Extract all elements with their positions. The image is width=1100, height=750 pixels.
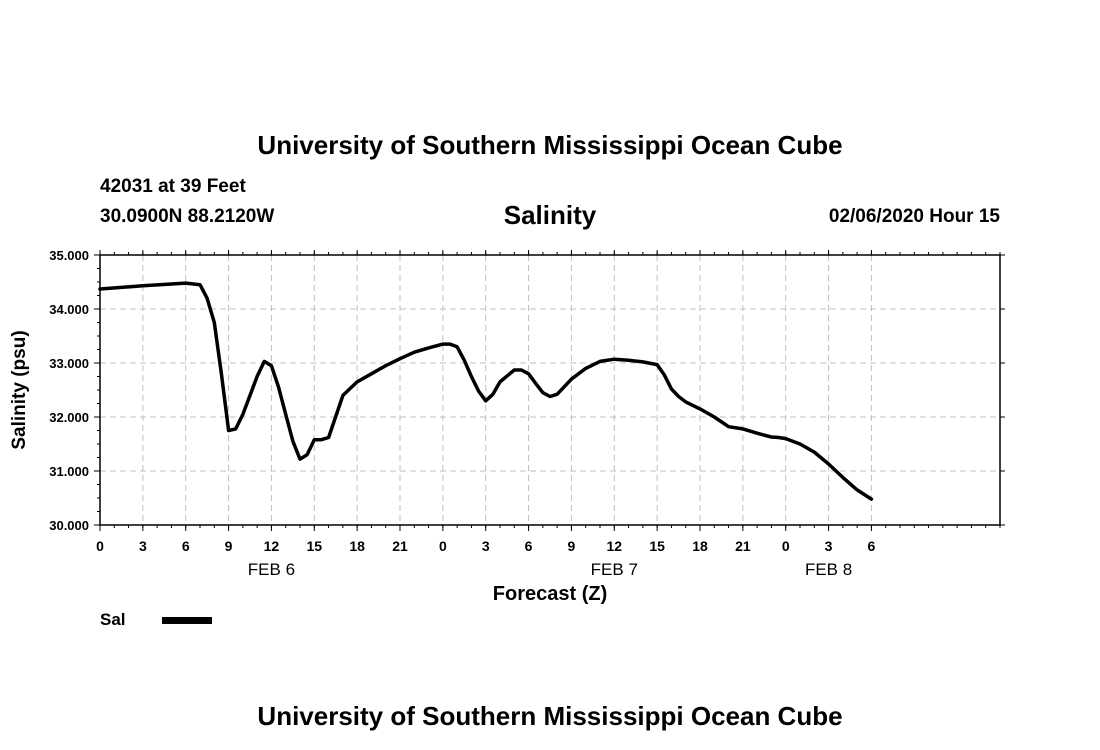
date-label: FEB 8 — [805, 560, 852, 579]
date-label: 02/06/2020 Hour 15 — [828, 206, 1000, 227]
x-tick-label: 3 — [139, 538, 147, 554]
x-tick-label: 12 — [606, 538, 622, 554]
x-tick-label: 9 — [568, 538, 576, 554]
grid-lines — [100, 255, 1000, 525]
location-label: 30.0900N 88.2120W — [100, 206, 275, 227]
footer-title: University of Southern Mississippi Ocean… — [257, 701, 843, 731]
x-tick-label: 0 — [439, 538, 447, 554]
date-label: FEB 6 — [248, 560, 295, 579]
legend-swatch-sal — [162, 617, 212, 624]
x-tick-label: 21 — [392, 538, 408, 554]
y-tick-label: 30.000 — [49, 518, 89, 533]
x-tick-label: 3 — [825, 538, 833, 554]
x-tick-label: 21 — [735, 538, 751, 554]
y-tick-label: 34.000 — [49, 302, 89, 317]
x-tick-label: 15 — [649, 538, 665, 554]
page-title: University of Southern Mississippi Ocean… — [257, 130, 843, 160]
y-axis-label: Salinity (psu) — [9, 330, 30, 449]
x-tick-label: 15 — [306, 538, 322, 554]
tick-labels: 30.000 31.000 32.000 33.000 34.000 35.000 0 3 6 9… — [49, 248, 875, 579]
y-tick-label: 32.000 — [49, 410, 89, 425]
y-tick-label: 33.000 — [49, 356, 89, 371]
x-tick-label: 12 — [264, 538, 280, 554]
x-tick-label: 0 — [782, 538, 790, 554]
legend-label: Sal — [100, 610, 126, 629]
x-axis-label: Forecast (Z) — [493, 583, 607, 605]
x-tick-label: 6 — [182, 538, 190, 554]
axis-ticks — [94, 250, 1005, 531]
y-tick-label: 35.000 — [49, 248, 89, 263]
chart-title: Salinity — [503, 200, 597, 230]
x-tick-label: 18 — [349, 538, 365, 554]
x-tick-label: 3 — [482, 538, 490, 554]
plot-frame — [99, 254, 1001, 526]
station-label: 42031 at 39 Feet — [100, 176, 246, 197]
x-tick-label: 6 — [525, 538, 533, 554]
series-line-sal — [98, 281, 874, 501]
x-tick-label: 9 — [225, 538, 233, 554]
x-tick-label: 0 — [96, 538, 104, 554]
y-tick-label: 31.000 — [49, 464, 89, 479]
date-label: FEB 7 — [591, 560, 638, 579]
x-tick-label: 18 — [692, 538, 708, 554]
x-tick-label: 6 — [868, 538, 876, 554]
